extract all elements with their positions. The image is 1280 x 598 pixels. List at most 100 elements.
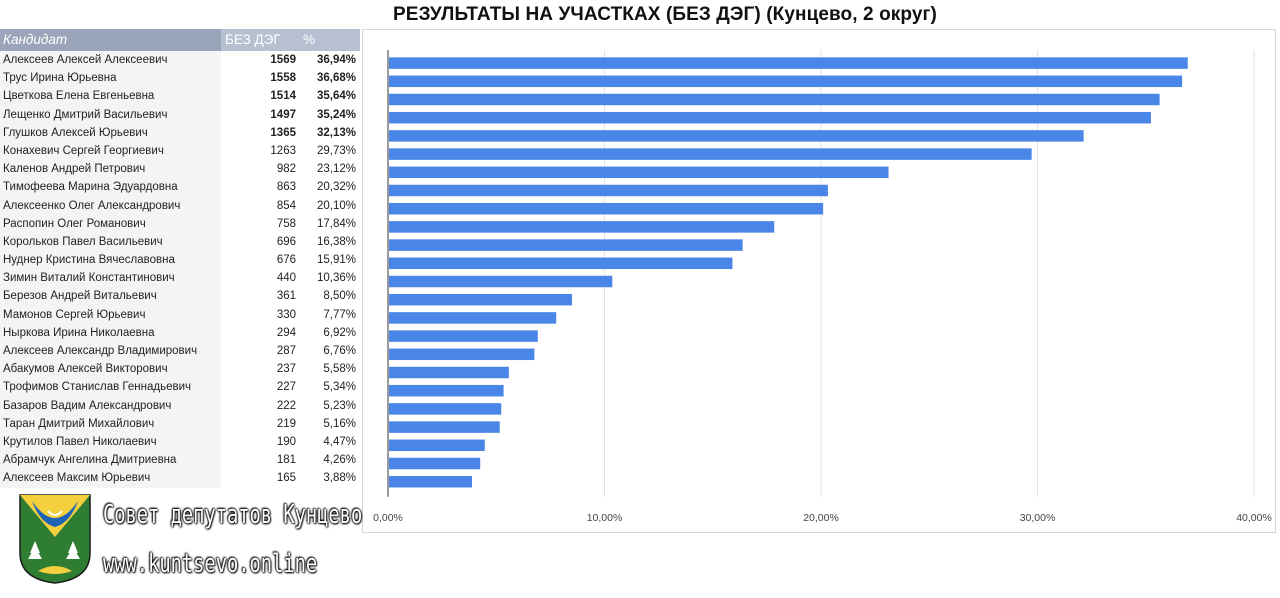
candidate-name: Мамонов Сергей Юрьевич: [0, 305, 221, 324]
vote-count: 676: [276, 254, 296, 267]
candidate-name: Березов Андрей Витальевич: [0, 287, 221, 306]
candidate-name: Абрамчук Ангелина Дмитриевна: [0, 451, 221, 470]
bar: [389, 439, 485, 452]
bar: [389, 93, 1160, 106]
table-row: Лещенко Дмитрий Васильевич 1497 35,24%: [0, 105, 360, 124]
candidate-name: Ныркова Ирина Николаевна: [0, 323, 221, 342]
table-row: Нуднер Кристина Вячеславовна 676 15,91%: [0, 251, 360, 270]
bar: [389, 130, 1084, 142]
candidate-name: Глушков Алексей Юрьевич: [0, 123, 221, 142]
vote-percent: 29,73%: [316, 144, 356, 157]
table-row: Распопин Олег Романович 758 17,84%: [0, 214, 360, 233]
vote-count: 1263: [270, 144, 296, 157]
vote-percent: 4,26%: [323, 454, 356, 467]
vote-percent: 20,10%: [316, 199, 356, 212]
table-row: Абакумов Алексей Викторович 237 5,58%: [0, 360, 360, 379]
table-row: Ныркова Ирина Николаевна 294 6,92%: [0, 323, 360, 342]
candidate-name: Алексеев Александр Владимирович: [0, 342, 221, 361]
bar: [389, 384, 504, 397]
table-row: Трус Ирина Юрьевна 1558 36,68%: [0, 69, 360, 88]
header-candidate: Кандидат: [3, 32, 68, 47]
vote-percent: 36,68%: [316, 72, 356, 85]
bar-chart-svg: 0,00% 10,00% 20,00% 30,00% 40,00%: [373, 50, 1272, 524]
vote-count: 440: [276, 272, 296, 285]
vote-percent: 36,94%: [316, 54, 356, 66]
candidate-name: Трофимов Станислав Геннадьевич: [0, 378, 221, 397]
candidate-name: Нуднер Кристина Вячеславовна: [0, 251, 221, 270]
vote-percent: 15,91%: [316, 254, 356, 267]
vote-percent: 35,64%: [316, 90, 356, 103]
candidate-name: Лещенко Дмитрий Васильевич: [0, 105, 221, 124]
bar: [389, 457, 481, 470]
vote-percent: 8,50%: [323, 290, 356, 303]
candidate-name: Каленов Андрей Петрович: [0, 160, 221, 179]
table-row: Корольков Павел Васильевич 696 16,38%: [0, 232, 360, 252]
vote-count: 1365: [270, 126, 296, 139]
bar: [389, 275, 613, 288]
table-row: Алексеев Максим Юрьевич 165 3,88%: [0, 469, 360, 488]
candidate-name: Зимин Виталий Константинович: [0, 269, 221, 288]
vote-percent: 5,34%: [323, 381, 356, 394]
vote-percent: 20,32%: [316, 181, 356, 194]
vote-percent: 5,16%: [323, 417, 356, 430]
table-row: Березов Андрей Витальевич 361 8,50%: [0, 287, 360, 306]
vote-percent: 10,36%: [316, 272, 356, 285]
bar: [389, 57, 1188, 69]
bar: [389, 166, 889, 179]
vote-count: 237: [276, 363, 296, 376]
website-link[interactable]: www.kuntsevo.online: [103, 549, 318, 579]
vote-percent: 35,24%: [316, 108, 356, 121]
vote-count: 1497: [270, 108, 296, 121]
vote-count: 1514: [270, 90, 296, 103]
bar: [389, 475, 473, 488]
vote-percent: 23,12%: [316, 163, 356, 176]
x-tick-label: 40,00%: [1236, 512, 1272, 524]
table-body: Алексеев Алексей Алексеевич 1569 36,94% Тру…: [0, 51, 360, 488]
kuntsevo-coat-of-arms-icon: [19, 494, 91, 584]
bar: [389, 111, 1151, 124]
vote-count: 181: [276, 454, 296, 467]
table-row: Крутилов Павел Николаевич 190 4,47%: [0, 432, 360, 452]
table-row: Зимин Виталий Константинович 440 10,36%: [0, 269, 360, 288]
bar: [389, 403, 502, 415]
candidate-name: Конахевич Сергей Георгиевич: [0, 141, 221, 161]
vote-count: 1569: [270, 54, 296, 66]
vote-count: 190: [276, 435, 296, 448]
candidate-name: Абакумов Алексей Викторович: [0, 360, 221, 379]
vote-percent: 6,76%: [323, 345, 356, 357]
candidate-name: Корольков Павел Васильевич: [0, 232, 221, 252]
vote-percent: 17,84%: [316, 217, 356, 230]
candidate-name: Таран Дмитрий Михайлович: [0, 414, 221, 433]
vote-count: 982: [276, 163, 296, 176]
table-row: Конахевич Сергей Георгиевич 1263 29,73%: [0, 141, 360, 161]
vote-percent: 16,38%: [316, 235, 356, 248]
table-row: Каленов Андрей Петрович 982 23,12%: [0, 160, 360, 179]
table-row: Базаров Вадим Александрович 222 5,23%: [0, 396, 360, 415]
table-row: Алексеенко Олег Александрович 854 20,10%: [0, 196, 360, 215]
table-row: Трофимов Станислав Геннадьевич 227 5,34%: [0, 378, 360, 397]
bar: [389, 257, 733, 270]
header-votes: БЕЗ ДЭГ: [221, 29, 300, 51]
table-row: Таран Дмитрий Михайлович 219 5,16%: [0, 414, 360, 433]
header-percent: %: [300, 29, 360, 51]
vote-percent: 5,58%: [323, 363, 356, 376]
org-name: Совет депутатов Кунцево: [103, 500, 363, 530]
candidate-name: Алексеев Максим Юрьевич: [0, 469, 221, 488]
vote-count: 330: [276, 308, 296, 321]
table-row: Абрамчук Ангелина Дмитриевна 181 4,26%: [0, 451, 360, 470]
bar: [389, 148, 1032, 160]
vote-percent: 6,92%: [323, 326, 356, 339]
bar: [389, 239, 743, 251]
bar: [389, 184, 828, 197]
bar: [389, 221, 775, 233]
bar: [389, 312, 557, 324]
vote-count: 219: [276, 417, 296, 430]
bar: [389, 293, 573, 306]
x-tick-label: 20,00%: [803, 512, 839, 524]
bar: [389, 366, 509, 379]
candidate-name: Базаров Вадим Александрович: [0, 396, 221, 415]
vote-count: 165: [276, 472, 296, 485]
x-tick-label: 10,00%: [587, 512, 623, 524]
candidate-name: Распопин Олег Романович: [0, 214, 221, 233]
bar: [389, 202, 824, 215]
